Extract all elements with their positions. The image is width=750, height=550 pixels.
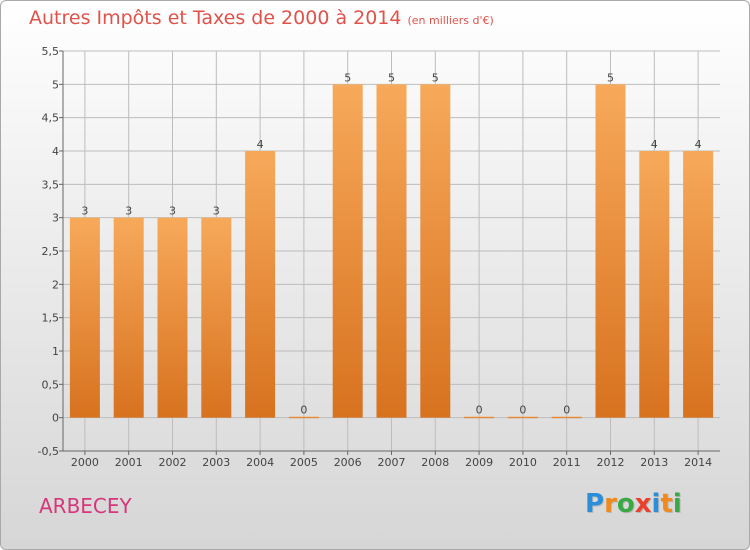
x-tick-label: 2008 [421, 456, 449, 469]
y-tick-label: -0,5 [38, 445, 59, 458]
y-tick-label: 2 [52, 278, 59, 291]
unit-note: (en milliers d'€) [407, 14, 494, 27]
x-tick-label: 2000 [71, 456, 99, 469]
x-tick-label: 2006 [334, 456, 362, 469]
place-name: ARBECEY [39, 494, 132, 518]
y-tick-label: 2,5 [42, 245, 60, 258]
bar [551, 416, 582, 419]
logo-letter: o [616, 489, 635, 519]
data-label: 3 [213, 205, 220, 218]
axes [59, 50, 720, 455]
bar [113, 217, 144, 418]
logo-letter: t [660, 489, 673, 519]
logo-letter: i [651, 489, 661, 519]
bar [376, 84, 407, 418]
x-tick-label: 2011 [553, 456, 581, 469]
y-tick-label: 1 [52, 345, 59, 358]
bar [245, 151, 276, 418]
bar [420, 84, 451, 418]
bar [464, 416, 495, 419]
logo-letter: x [634, 489, 652, 519]
data-label: 4 [651, 138, 658, 151]
y-tick-label: 1,5 [42, 312, 60, 325]
bar [332, 84, 363, 418]
data-label: 4 [257, 138, 264, 151]
x-tick-label: 2009 [465, 456, 493, 469]
bar [157, 217, 188, 418]
data-label: 3 [169, 205, 176, 218]
x-tick-label: 2002 [159, 456, 187, 469]
x-tick-label: 2005 [290, 456, 318, 469]
bar [683, 151, 714, 418]
tick-labels: -0,5 0 0,5 1 1,5 2 2,5 3 3,5 4 4,5 5 5,5 2000 2001 2002… [38, 45, 713, 469]
logo-letter: r [604, 489, 617, 519]
y-tick-label: 0 [52, 412, 59, 425]
logo-letter: i [672, 489, 682, 519]
y-tick-label: 3,5 [42, 178, 60, 191]
data-labels: 3 3 3 3 4 0 5 5 5 0 0 0 5 4 4 [81, 71, 701, 416]
data-label: 3 [81, 205, 88, 218]
chart-title: Autres Impôts et Taxes de 2000 à 2014 (en… [29, 7, 494, 29]
bar [69, 217, 100, 418]
y-tick-label: 5,5 [42, 45, 60, 58]
title-text: Autres Impôts et Taxes de 2000 à 2014 [29, 7, 402, 29]
logo-letter: P [585, 489, 605, 519]
data-label: 5 [344, 71, 351, 84]
x-tick-label: 2012 [597, 456, 625, 469]
x-tick-label: 2010 [509, 456, 537, 469]
x-tick-label: 2014 [684, 456, 712, 469]
bar [595, 84, 626, 418]
data-label: 5 [388, 71, 395, 84]
data-label: 0 [300, 404, 307, 417]
y-tick-label: 3 [52, 212, 59, 225]
bar [507, 416, 538, 419]
y-tick-label: 4 [52, 145, 59, 158]
y-tick-label: 4,5 [42, 112, 60, 125]
bars [69, 84, 714, 419]
y-tick-label: 0,5 [42, 378, 60, 391]
data-label: 5 [607, 71, 614, 84]
x-tick-label: 2001 [115, 456, 143, 469]
data-label: 4 [695, 138, 702, 151]
data-label: 0 [519, 404, 526, 417]
bar [288, 416, 319, 419]
x-tick-label: 2003 [202, 456, 230, 469]
x-tick-label: 2004 [246, 456, 274, 469]
data-label: 0 [476, 404, 483, 417]
y-tick-label: 5 [52, 78, 59, 91]
x-tick-label: 2013 [640, 456, 668, 469]
data-label: 3 [125, 205, 132, 218]
data-label: 5 [432, 71, 439, 84]
x-tick-label: 2007 [378, 456, 406, 469]
bar [639, 151, 670, 418]
data-label: 0 [563, 404, 570, 417]
bar [201, 217, 232, 418]
proxiti-logo: Proxiti [585, 489, 682, 519]
